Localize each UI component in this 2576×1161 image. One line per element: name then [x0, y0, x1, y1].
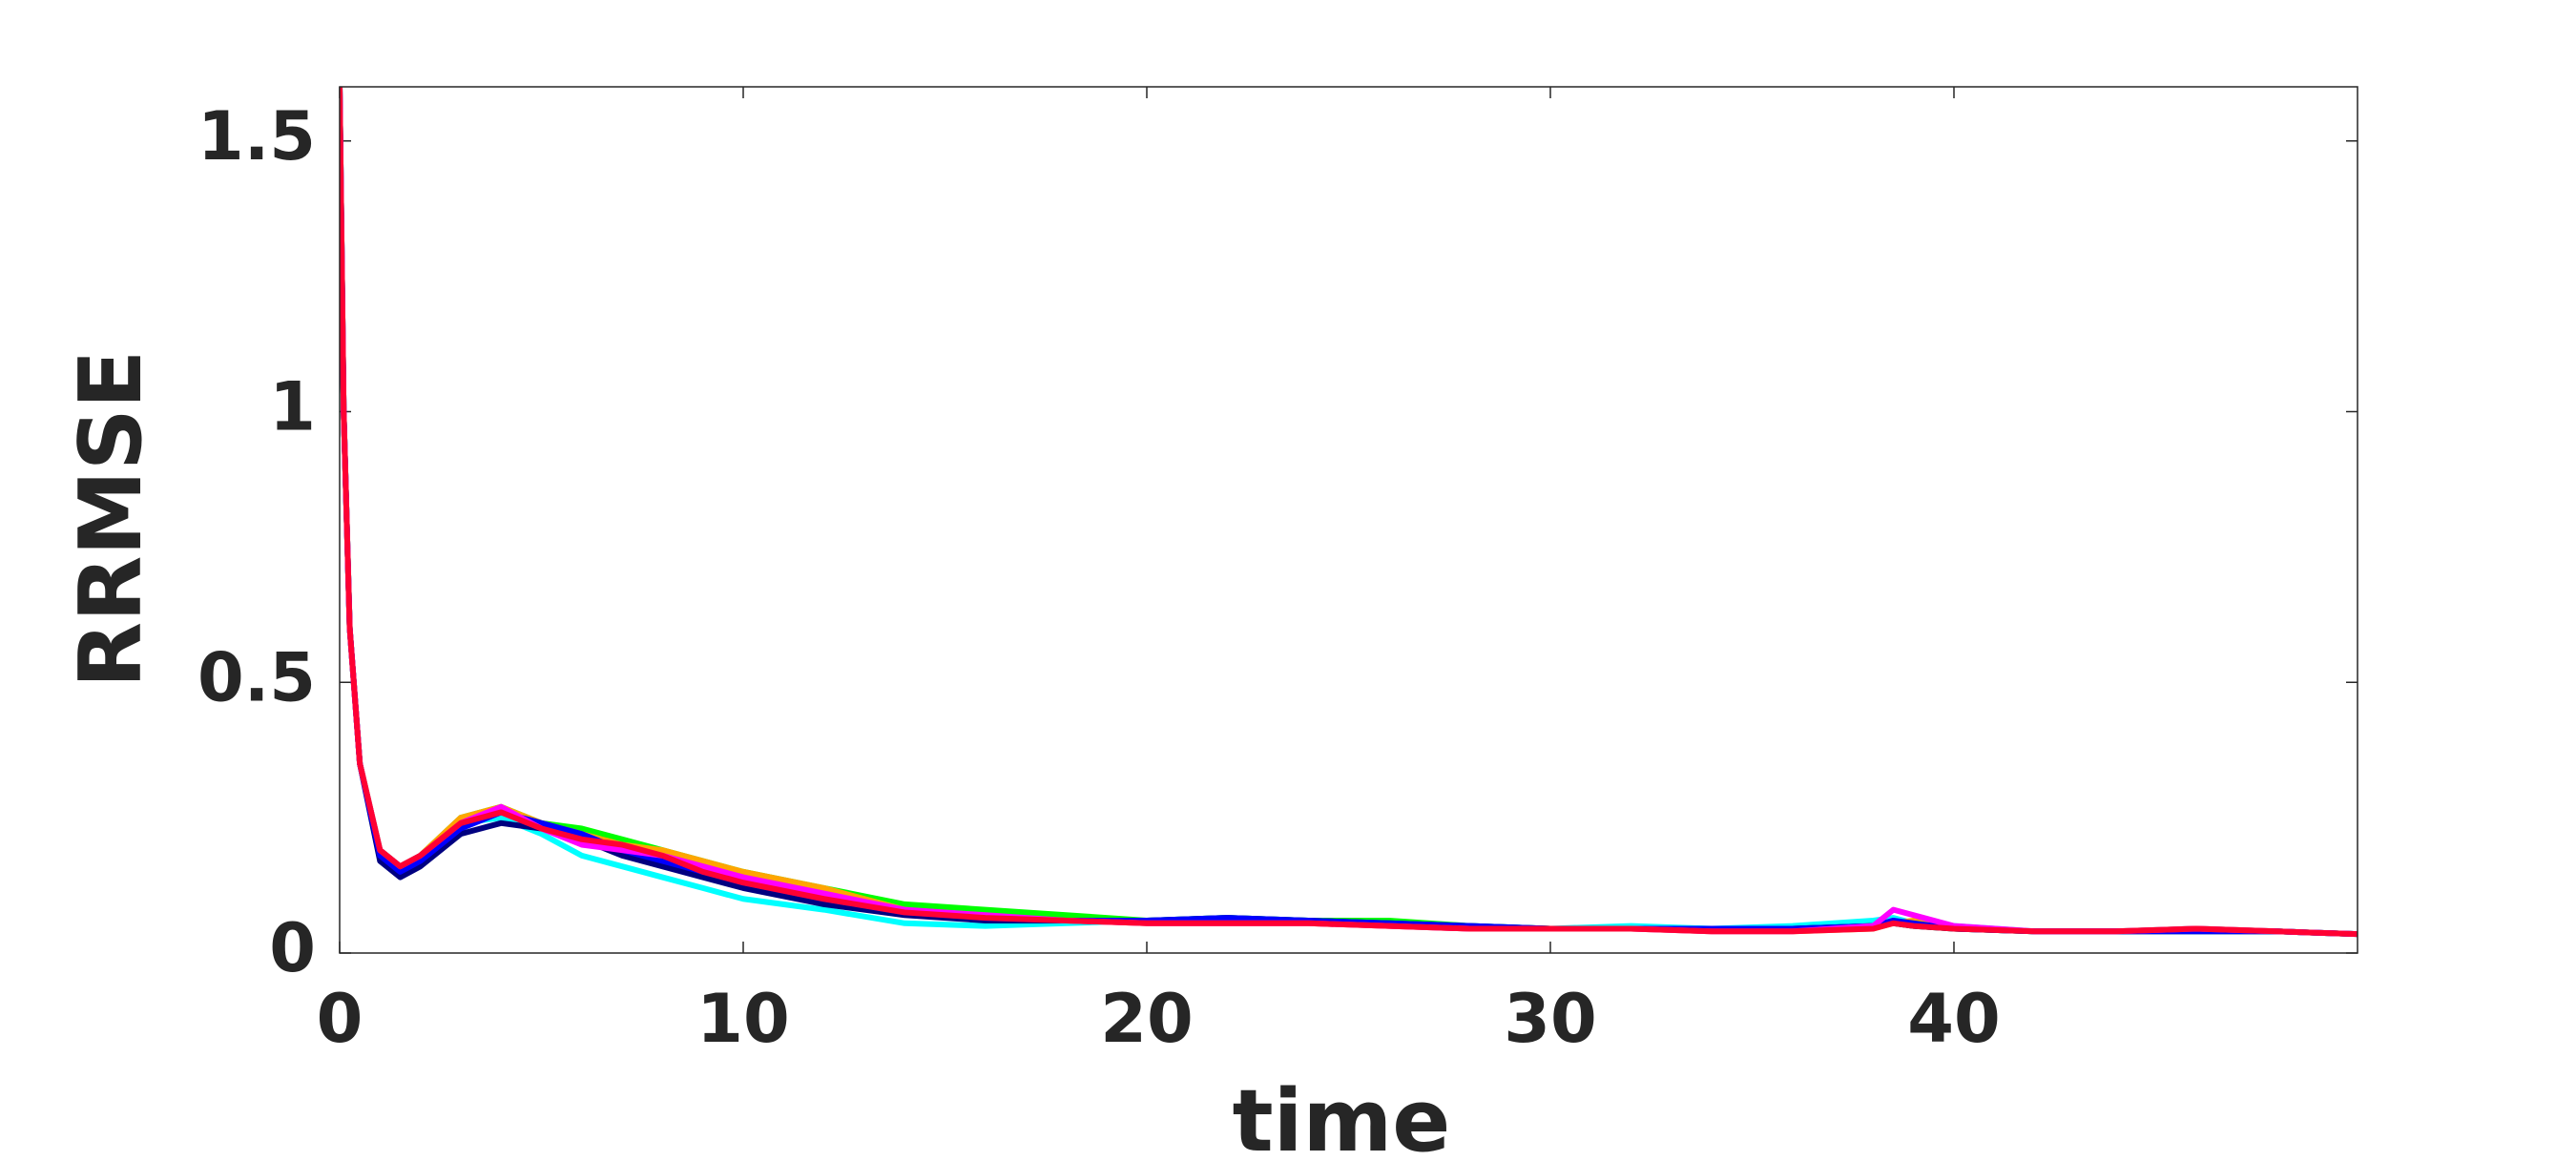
- y-tick-label: 0.5: [197, 638, 316, 716]
- x-axis-label: time: [1233, 1071, 1451, 1161]
- x-tick-label: 20: [1100, 980, 1193, 1058]
- y-tick-label: 1.5: [197, 97, 316, 176]
- x-tick-label: 30: [1504, 980, 1596, 1058]
- plot-frame: [339, 86, 2358, 954]
- x-tick-label: 40: [1907, 980, 2000, 1058]
- x-tick-label: 10: [696, 980, 789, 1058]
- y-axis-label: RRMSE: [61, 350, 161, 688]
- y-tick-label: 1: [269, 368, 316, 446]
- x-tick-label: 0: [317, 980, 364, 1058]
- series-line: [340, 87, 2358, 938]
- y-tick-label: 0: [269, 909, 316, 987]
